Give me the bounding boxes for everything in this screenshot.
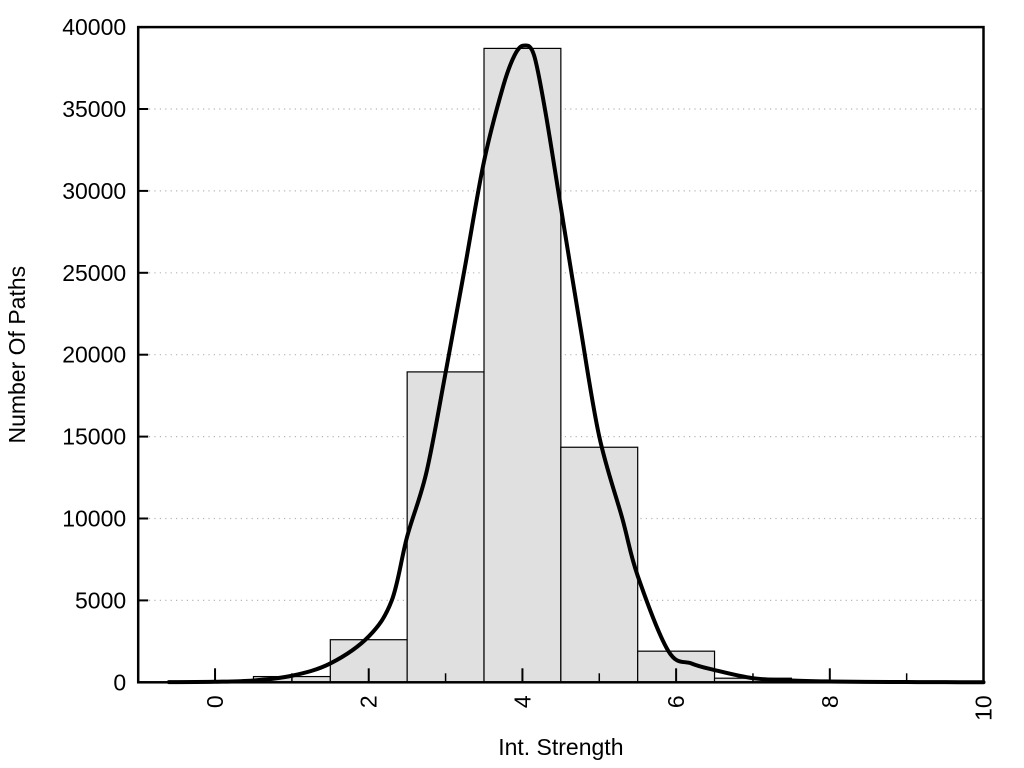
x-tick-label: 8 [817,695,843,708]
x-tick-label: 6 [663,695,689,708]
y-tick-label: 35000 [62,96,126,122]
x-tick-label: 4 [509,695,535,708]
y-axis-label: Number Of Paths [4,266,30,444]
y-tick-label: 15000 [62,424,126,450]
y-tick-label: 30000 [62,178,126,204]
histogram-bar [406,371,485,683]
y-tick-label: 0 [113,669,126,695]
y-tick-label: 40000 [62,14,126,40]
y-tick-label: 5000 [75,587,126,613]
y-tick-label: 25000 [62,260,126,286]
y-tick-label: 10000 [62,506,126,532]
density-curve [166,43,986,685]
x-tick-label: 0 [202,695,228,708]
histogram-bar [560,446,639,683]
x-axis-label: Int. Strength [498,734,623,760]
x-tick-label: 2 [356,695,382,708]
y-tick-label: 20000 [62,342,126,368]
plot-frame [136,25,985,684]
x-tick-label: 10 [971,695,997,721]
